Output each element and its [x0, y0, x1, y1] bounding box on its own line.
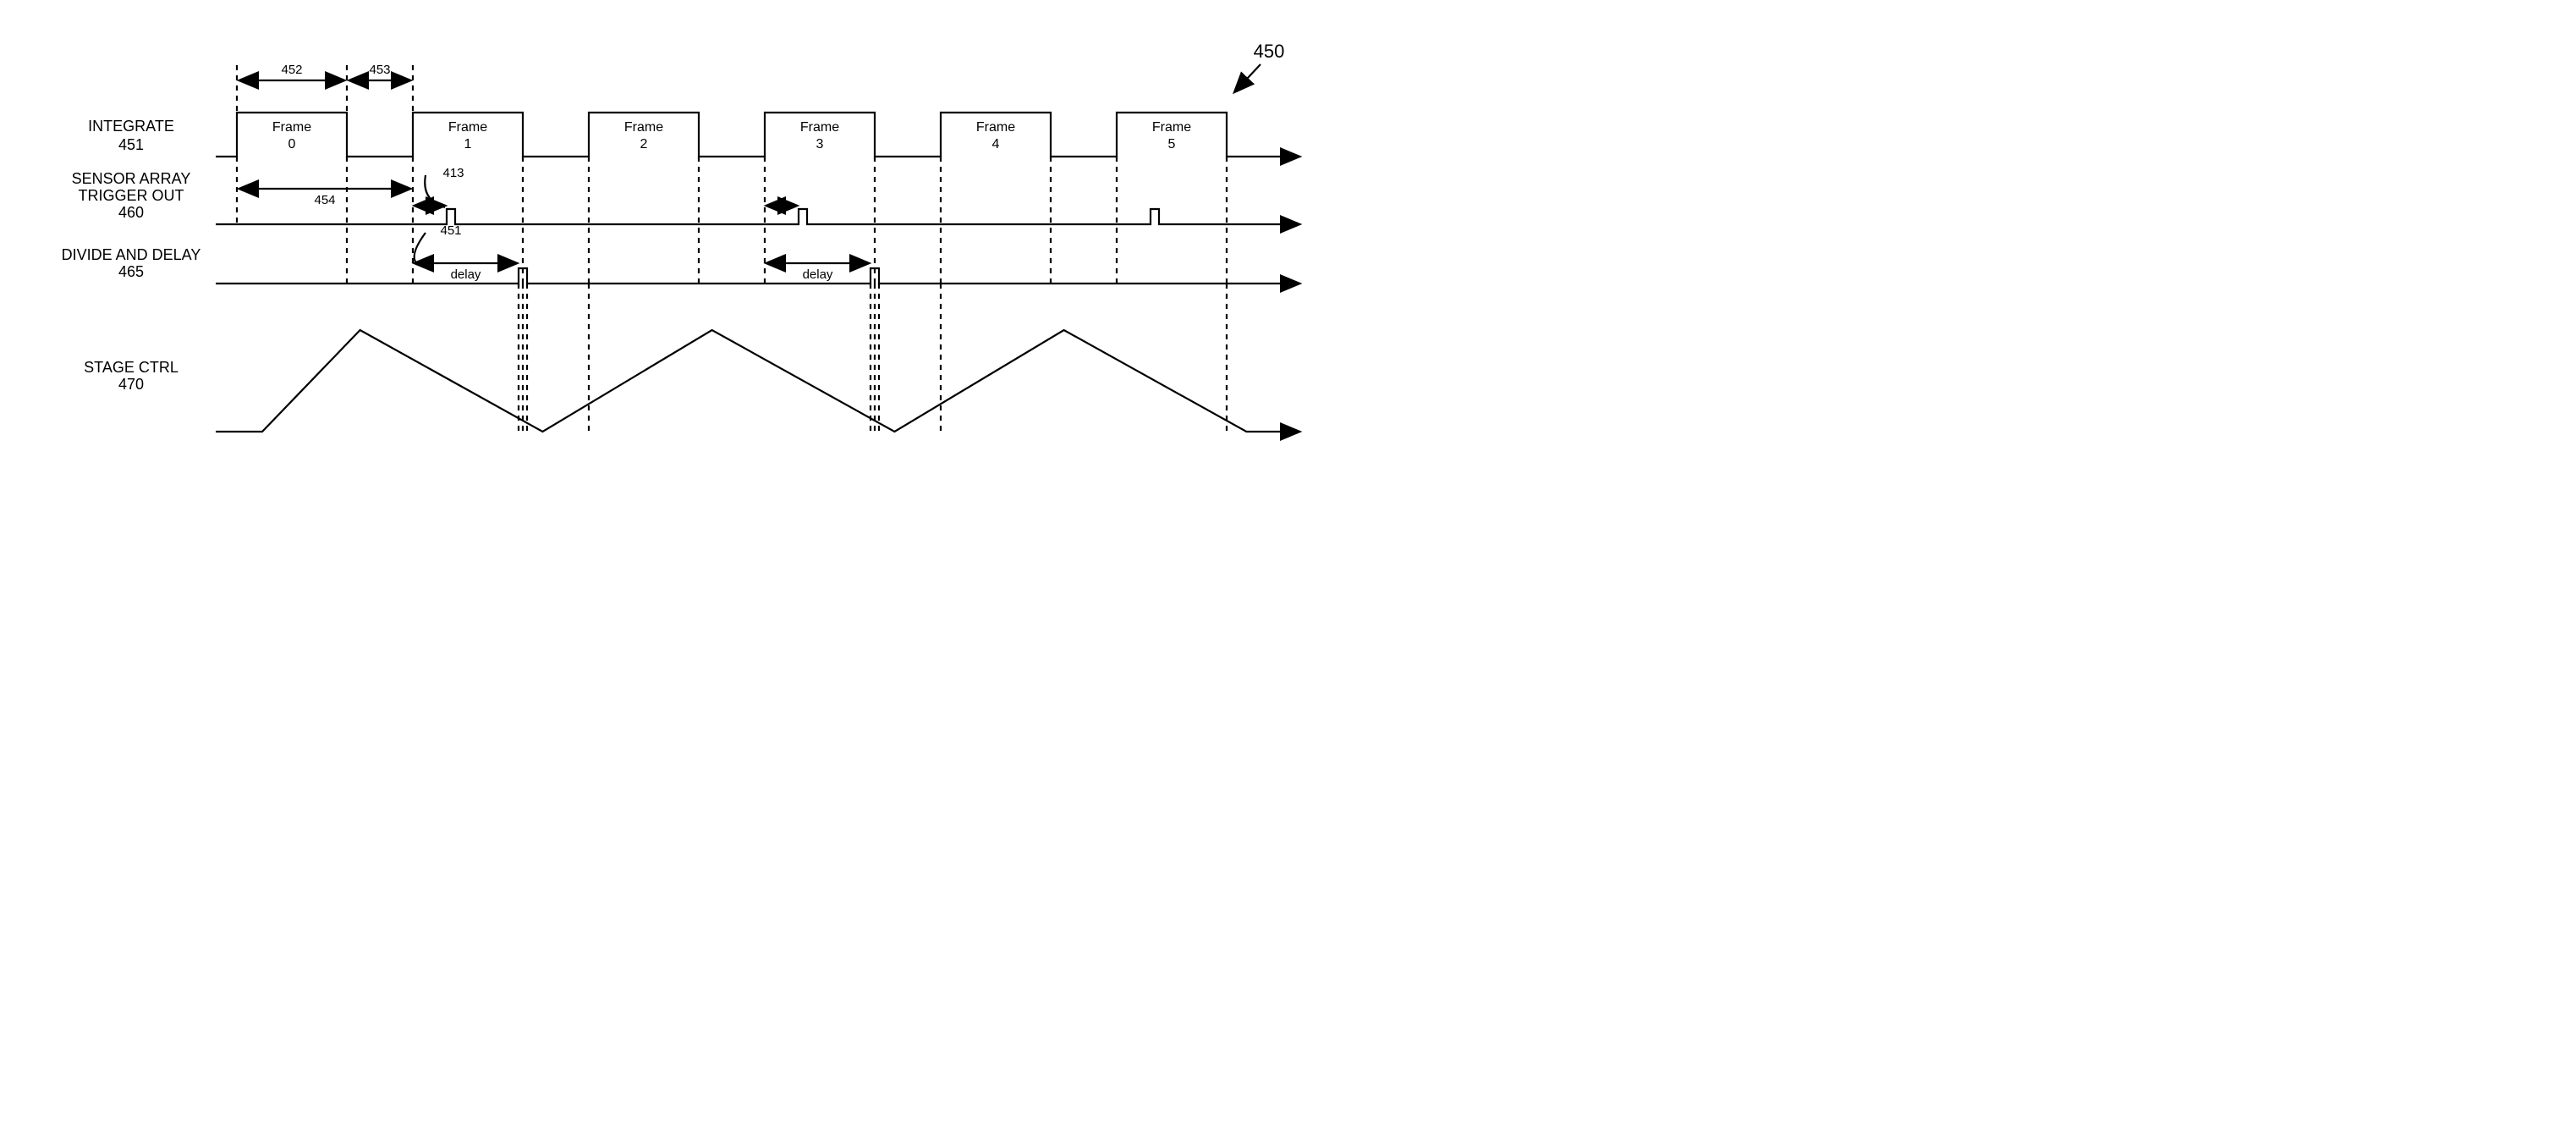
frame-label-bottom: 0 [288, 137, 296, 151]
figure-ref-arrow [1235, 64, 1261, 91]
span-454-text: 454 [314, 193, 335, 207]
divdelay-num: 465 [118, 263, 144, 280]
frame-label-top: Frame [624, 120, 663, 135]
delay-text: delay [451, 267, 481, 282]
frame-label-bottom: 1 [464, 137, 472, 151]
trigger-label-1: SENSOR ARRAY [72, 170, 191, 187]
frame-label-bottom: 3 [816, 137, 824, 151]
integrate-num: 451 [118, 136, 144, 153]
callout-413-text: 413 [442, 166, 464, 180]
span-453-text: 453 [369, 63, 390, 77]
span-452-text: 452 [281, 63, 302, 77]
figure-ref-450: 450 [1254, 41, 1285, 62]
frame-label-top: Frame [272, 120, 311, 135]
integrate-label: INTEGRATE [88, 118, 174, 135]
divdelay-waveform [216, 268, 1299, 284]
timing-diagram: 450INTEGRATE451Frame0Frame1Frame2Frame3F… [34, 34, 1320, 598]
frame-label-bottom: 5 [1168, 137, 1176, 151]
trigger-num: 460 [118, 204, 144, 221]
timing-diagram-svg: 450INTEGRATE451Frame0Frame1Frame2Frame3F… [62, 41, 1299, 432]
frame-label-bottom: 4 [992, 137, 1000, 151]
callout-451-curve [415, 233, 426, 264]
callout-451-text: 451 [440, 223, 461, 238]
frame-label-bottom: 2 [640, 137, 648, 151]
frame-label-top: Frame [976, 120, 1015, 135]
divdelay-label: DIVIDE AND DELAY [62, 246, 201, 263]
trigger-waveform [216, 209, 1299, 224]
delay-text: delay [803, 267, 833, 282]
frame-label-top: Frame [448, 120, 487, 135]
frame-label-top: Frame [800, 120, 839, 135]
callout-413-curve [425, 175, 445, 207]
stage-num: 470 [118, 376, 144, 393]
trigger-label-2: TRIGGER OUT [79, 187, 184, 204]
integrate-waveform [216, 113, 1299, 157]
frame-label-top: Frame [1152, 120, 1191, 135]
stage-waveform [216, 330, 1299, 432]
stage-label: STAGE CTRL [84, 359, 179, 376]
